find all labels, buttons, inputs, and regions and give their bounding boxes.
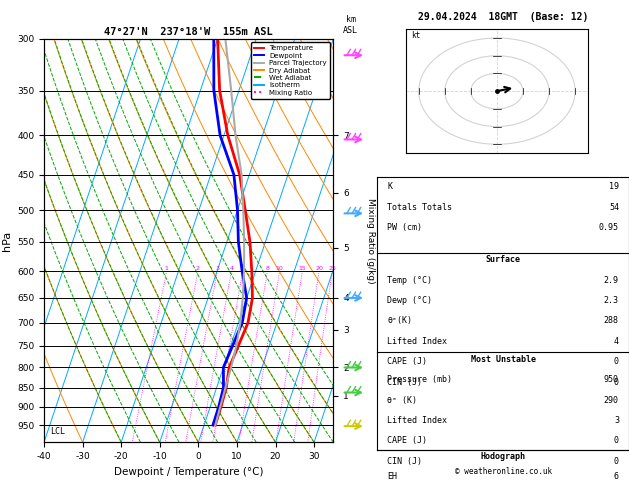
Text: Hodograph: Hodograph (481, 452, 526, 461)
Y-axis label: Mixing Ratio (g/kg): Mixing Ratio (g/kg) (365, 198, 374, 283)
X-axis label: Dewpoint / Temperature (°C): Dewpoint / Temperature (°C) (114, 467, 264, 477)
Text: LCL: LCL (50, 427, 65, 436)
Text: 4: 4 (614, 337, 619, 346)
Text: 5: 5 (241, 266, 245, 271)
Text: CIN (J): CIN (J) (387, 378, 423, 387)
Text: 15: 15 (299, 266, 306, 271)
Text: km
ASL: km ASL (343, 16, 359, 35)
Text: 2.3: 2.3 (604, 296, 619, 305)
Text: 4: 4 (230, 266, 233, 271)
Text: 1: 1 (165, 266, 169, 271)
Text: 20: 20 (315, 266, 323, 271)
Text: CIN (J): CIN (J) (387, 457, 423, 466)
Text: 19: 19 (609, 182, 619, 191)
Text: EH: EH (387, 472, 398, 482)
Text: 8: 8 (265, 266, 269, 271)
Text: θᵉ (K): θᵉ (K) (387, 396, 418, 405)
Y-axis label: hPa: hPa (1, 230, 11, 251)
Text: 54: 54 (609, 203, 619, 212)
Text: 10: 10 (276, 266, 284, 271)
Text: Most Unstable: Most Unstable (470, 355, 536, 364)
Text: Totals Totals: Totals Totals (387, 203, 452, 212)
Text: 290: 290 (604, 396, 619, 405)
Text: 2: 2 (196, 266, 200, 271)
Legend: Temperature, Dewpoint, Parcel Trajectory, Dry Adiabat, Wet Adiabat, Isotherm, Mi: Temperature, Dewpoint, Parcel Trajectory… (251, 42, 330, 99)
Text: θᵉ(K): θᵉ(K) (387, 316, 413, 326)
Text: CAPE (J): CAPE (J) (387, 357, 428, 366)
Text: 0: 0 (614, 436, 619, 446)
Text: 0.95: 0.95 (599, 223, 619, 232)
Text: PW (cm): PW (cm) (387, 223, 423, 232)
Text: 3: 3 (614, 416, 619, 425)
Text: 25: 25 (328, 266, 337, 271)
Text: 29.04.2024  18GMT  (Base: 12): 29.04.2024 18GMT (Base: 12) (418, 12, 588, 22)
Text: kt: kt (411, 31, 420, 40)
Text: 950: 950 (604, 375, 619, 384)
Text: 6: 6 (614, 472, 619, 482)
Text: Temp (°C): Temp (°C) (387, 276, 433, 285)
Text: Lifted Index: Lifted Index (387, 337, 447, 346)
Text: 0: 0 (614, 357, 619, 366)
Text: K: K (387, 182, 392, 191)
Text: Surface: Surface (486, 255, 521, 264)
Text: 3: 3 (215, 266, 220, 271)
Text: © weatheronline.co.uk: © weatheronline.co.uk (455, 467, 552, 476)
Text: CAPE (J): CAPE (J) (387, 436, 428, 446)
Text: Dewp (°C): Dewp (°C) (387, 296, 433, 305)
Text: Pressure (mb): Pressure (mb) (387, 375, 452, 384)
Title: 47°27'N  237°18'W  155m ASL: 47°27'N 237°18'W 155m ASL (104, 27, 273, 37)
Text: Lifted Index: Lifted Index (387, 416, 447, 425)
Text: 288: 288 (604, 316, 619, 326)
Text: 0: 0 (614, 378, 619, 387)
Text: 0: 0 (614, 457, 619, 466)
Text: 2.9: 2.9 (604, 276, 619, 285)
